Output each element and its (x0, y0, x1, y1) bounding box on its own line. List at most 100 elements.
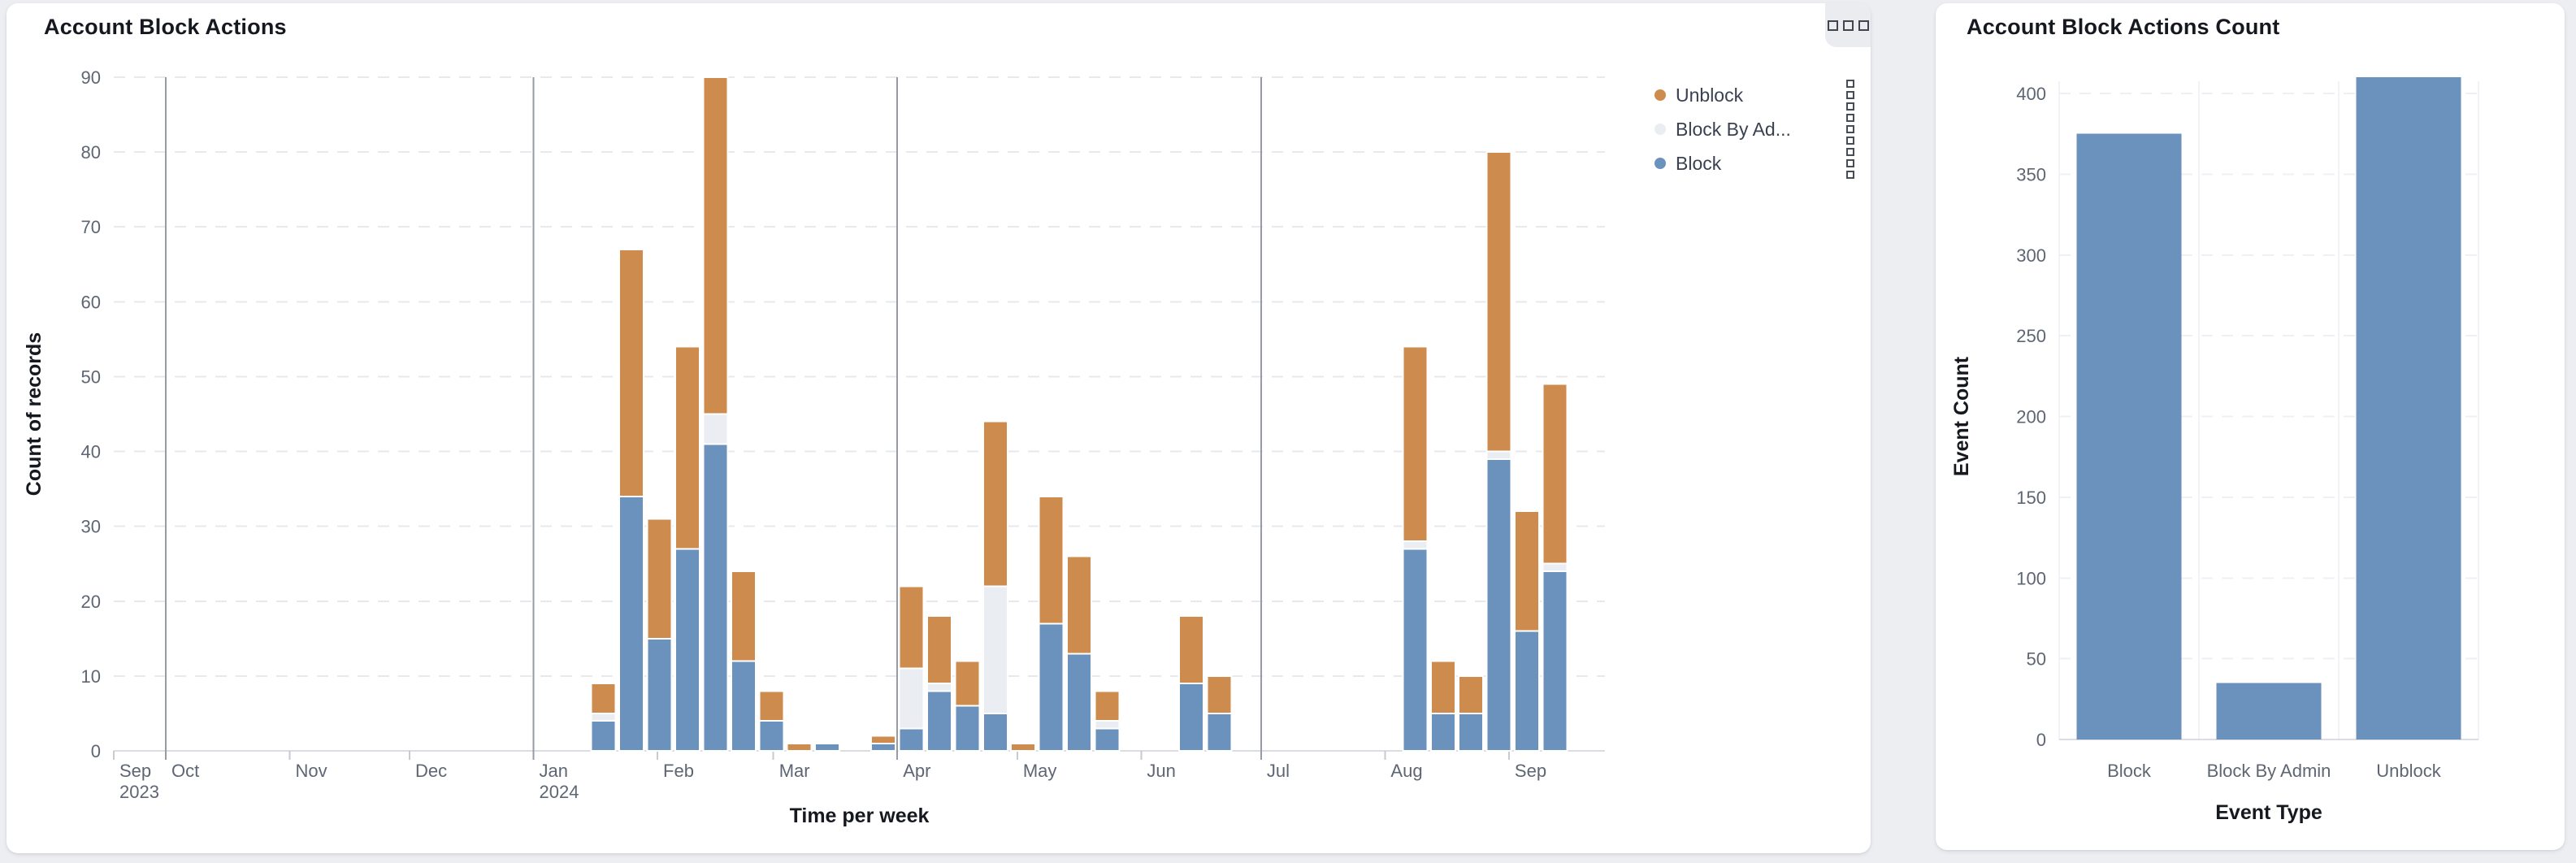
bar-segment-block[interactable] (1542, 570, 1568, 752)
legend-item-label: Block (1676, 152, 1722, 174)
card-menu-button[interactable] (1825, 3, 1871, 47)
bar-segment-unblock[interactable] (1094, 690, 1121, 722)
bar-segment-block[interactable] (1038, 622, 1065, 752)
bar-segment-unblock[interactable] (730, 570, 757, 662)
bar-segment-block-by-admin[interactable] (898, 667, 925, 730)
bar-segment-unblock[interactable] (618, 248, 645, 497)
bar-segment-unblock[interactable] (590, 683, 617, 714)
bar-segment-block[interactable] (702, 443, 729, 752)
legend-item-menu-icon[interactable] (1845, 78, 1856, 112)
bar-segment-unblock[interactable] (702, 76, 729, 415)
y-tick-label: 40 (81, 442, 101, 462)
bar-segment-block-by-admin[interactable] (1542, 562, 1568, 572)
left-card-title: Account Block Actions (44, 15, 287, 39)
y-tick-label: 60 (81, 292, 101, 312)
right-card-title: Account Block Actions Count (1967, 15, 2280, 39)
bar-segment-block[interactable] (954, 705, 981, 752)
bar-segment-block[interactable] (1177, 683, 1204, 752)
legend-item-menu-icon[interactable] (1845, 146, 1856, 180)
bar-segment-unblock[interactable] (1485, 151, 1512, 453)
legend-color-dot (1654, 89, 1666, 101)
bar-unblock[interactable] (2356, 77, 2461, 739)
bar-segment-block[interactable] (1485, 458, 1512, 752)
bar-segment-block-by-admin[interactable] (702, 413, 729, 445)
x-axis-title: Event Type (2215, 801, 2322, 824)
card-account-block-actions-count: Account Block Actions Count 0 50 100 150 200… (1936, 3, 2565, 850)
x-tick-sublabel: 2024 (540, 782, 579, 802)
x-tick-label: May (1023, 761, 1057, 781)
bar-segment-block-by-admin[interactable] (982, 585, 1008, 714)
bar-segment-unblock[interactable] (870, 735, 897, 744)
y-tick-label: 0 (2036, 730, 2046, 750)
bar-segment-block[interactable] (646, 637, 673, 752)
bar-segment-unblock[interactable] (646, 518, 673, 640)
bar-block-by-admin[interactable] (2216, 683, 2322, 739)
bar-segment-block-by-admin[interactable] (590, 712, 617, 722)
bar-segment-block[interactable] (982, 712, 1008, 752)
bar-segment-block[interactable] (1094, 727, 1121, 752)
bar-segment-block[interactable] (590, 720, 617, 752)
bar-segment-block[interactable] (1206, 712, 1233, 752)
legend-item-label: Block By Ad... (1676, 118, 1791, 140)
bar-segment-block[interactable] (814, 742, 841, 752)
bar-segment-unblock[interactable] (926, 615, 952, 685)
squares-menu-icon (1827, 20, 1869, 31)
y-tick-label: 20 (81, 592, 101, 612)
bar-segment-unblock[interactable] (1542, 383, 1568, 565)
bar-segment-block-by-admin[interactable] (1485, 450, 1512, 460)
bar-segment-unblock[interactable] (1429, 660, 1456, 714)
x-tick-label: Jul (1267, 761, 1290, 781)
category-bar-chart: 0 50 100 150 200 250 300 350 400 Block Block By Ad… (1950, 77, 2479, 824)
bar-segment-unblock[interactable] (1010, 742, 1037, 752)
y-tick-label: 250 (2016, 326, 2046, 346)
y-tick-label: 150 (2016, 488, 2046, 508)
bar-segment-unblock[interactable] (1458, 674, 1485, 714)
x-tick-label: Sep (119, 761, 151, 781)
y-tick-label: 0 (91, 741, 101, 761)
y-axis-title: Count of records (23, 332, 46, 496)
y-axis-title: Event Count (1950, 356, 1973, 476)
bar-segment-unblock[interactable] (1402, 345, 1429, 543)
bar-segment-unblock[interactable] (898, 585, 925, 670)
bar-segment-unblock[interactable] (786, 742, 813, 752)
bar-segment-unblock[interactable] (1066, 555, 1093, 655)
legend: Unblock Block By Ad... Block (1654, 78, 1856, 180)
legend-item-block[interactable]: Block (1654, 146, 1856, 180)
legend-item-unblock[interactable]: Unblock (1654, 78, 1856, 112)
bar-segment-block[interactable] (758, 720, 785, 752)
bar-segment-unblock[interactable] (1177, 615, 1204, 685)
bar-segment-unblock[interactable] (1514, 510, 1541, 632)
bar-segment-block[interactable] (674, 548, 700, 752)
bar-segment-block-by-admin[interactable] (926, 683, 952, 692)
bar-segment-unblock[interactable] (758, 690, 785, 722)
x-tick-sublabel: 2023 (119, 782, 159, 802)
bar-segment-block[interactable] (898, 727, 925, 752)
bar-segment-block[interactable] (1402, 548, 1429, 752)
bar-segment-block[interactable] (730, 660, 757, 752)
x-axis-title: Time per week (790, 804, 930, 827)
bar-segment-unblock[interactable] (674, 345, 700, 550)
card-account-block-actions: Account Block Actions Sep 2023 Oct Nov Dec Ja… (7, 3, 1871, 853)
legend-item-menu-icon[interactable] (1845, 112, 1856, 146)
bar-segment-block[interactable] (1429, 712, 1456, 752)
bar-segment-block[interactable] (870, 742, 897, 752)
y-tick-label: 100 (2016, 568, 2046, 588)
bar-segment-unblock[interactable] (1038, 495, 1065, 625)
bar-segment-block[interactable] (1066, 653, 1093, 752)
legend-item-block-by-ad---[interactable]: Block By Ad... (1654, 112, 1856, 146)
bar-block[interactable] (2076, 133, 2182, 739)
x-tick-label: Sep (1515, 761, 1546, 781)
bar-segment-unblock[interactable] (1206, 674, 1233, 714)
bar-segment-block[interactable] (1458, 712, 1485, 752)
x-tick-label: Oct (171, 761, 199, 781)
bar-segment-block[interactable] (926, 690, 952, 752)
bar-segment-block[interactable] (618, 495, 645, 752)
bar-segment-block-by-admin[interactable] (1094, 720, 1121, 730)
bar-segment-block[interactable] (1514, 630, 1541, 752)
bar-segment-unblock[interactable] (982, 420, 1008, 588)
legend-color-dot (1654, 124, 1666, 135)
x-tick-label: Block By Admin (2207, 761, 2331, 781)
bar-segment-block-by-admin[interactable] (1402, 540, 1429, 550)
bar-segment-unblock[interactable] (954, 660, 981, 707)
